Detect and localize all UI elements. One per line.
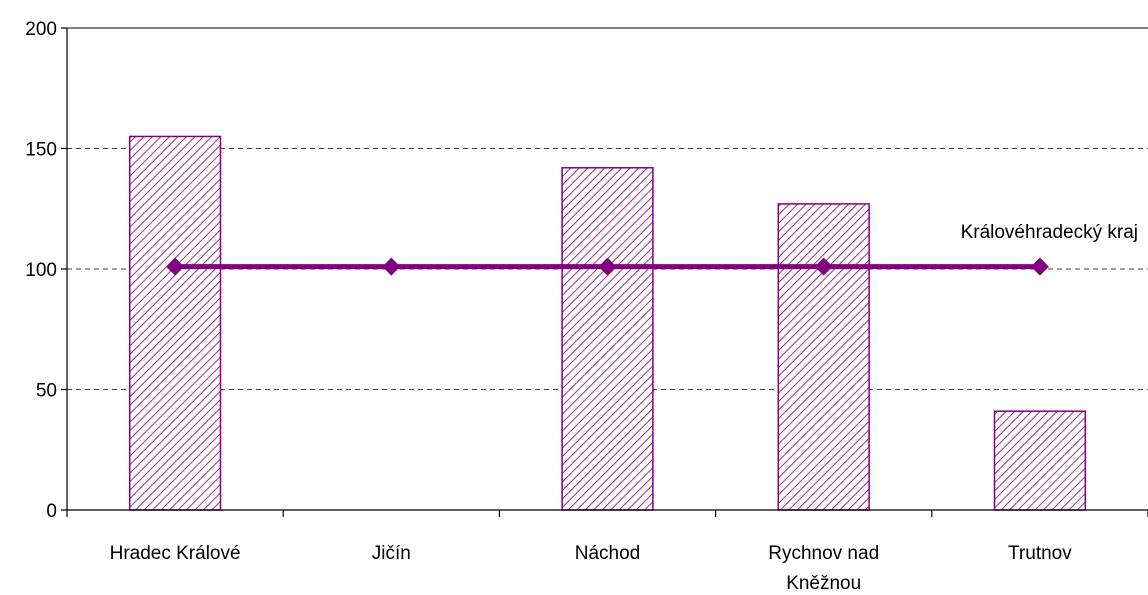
category-label: Náchod: [575, 543, 641, 564]
series-marker-4: [1030, 257, 1049, 276]
bars: [128, 135, 1087, 511]
category-label: Hradec Králové: [110, 543, 241, 564]
y-tick-label: 50: [36, 381, 57, 402]
bar-3: [777, 203, 870, 511]
series-marker-1: [382, 257, 401, 276]
series-marker-0: [166, 257, 185, 276]
bar-4: [993, 410, 1087, 511]
series-marker-2: [598, 257, 617, 276]
category-label: Jičín: [372, 543, 411, 564]
y-tick-label: 150: [25, 140, 57, 161]
series-marker-3: [814, 257, 833, 276]
axes: [61, 27, 1148, 517]
series-line: [166, 257, 1049, 276]
y-tick-label: 0: [46, 501, 57, 522]
category-label: Kněžnou: [786, 573, 861, 594]
y-tick-label: 200: [25, 19, 57, 40]
bar-0: [128, 135, 222, 511]
category-label: Trutnov: [1008, 543, 1072, 564]
bar-2: [561, 167, 654, 511]
series-label: Královéhradecký kraj: [961, 222, 1138, 243]
labels: 0 50 100 150 200 Hradec Králové Jičín Náchod Ryc…: [25, 19, 1138, 594]
category-label: Rychnov nad: [768, 543, 879, 564]
y-tick-label: 100: [25, 260, 57, 281]
